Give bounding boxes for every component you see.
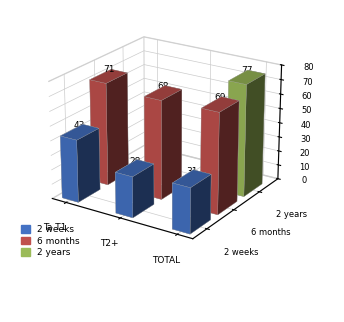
Legend: 2 weeks, 6 months, 2 years: 2 weeks, 6 months, 2 years [19,222,83,260]
